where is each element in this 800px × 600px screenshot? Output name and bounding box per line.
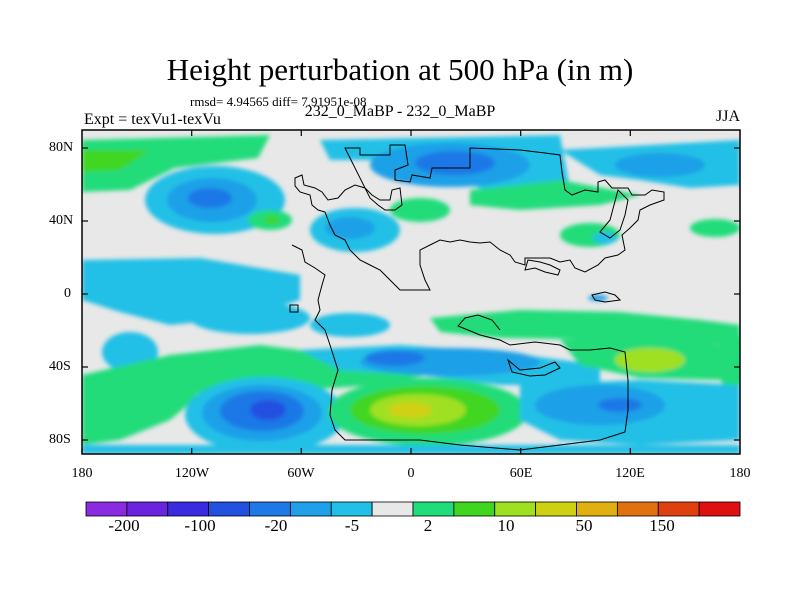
colorbar-label: -200: [108, 516, 140, 535]
colorbar-label: 150: [649, 516, 675, 535]
colorbar-swatch: [494, 501, 537, 517]
colorbar-label: 50: [575, 516, 593, 535]
lon-label-60w: 60W: [287, 466, 315, 481]
colorbar-label: 2: [423, 516, 433, 535]
lon-label-180e: 180: [729, 466, 751, 481]
lon-label-180w: 180: [71, 466, 93, 481]
colorbar-swatch: [412, 501, 455, 517]
lon-label-0: 0: [407, 466, 415, 481]
colorbar-swatch: [330, 501, 373, 517]
stats-text: rmsd= 4.94565 diff= 7.91951e-08: [190, 94, 367, 109]
case-label: 232_0_MaBP - 232_0_MaBP: [304, 103, 496, 120]
colorbar-swatch: [208, 501, 250, 517]
colorbar-swatch: [616, 501, 659, 517]
lat-label-0: 0: [64, 286, 71, 301]
season-label: JJA: [715, 108, 740, 125]
colorbar-swatch: [535, 501, 577, 517]
lon-ticks: [81, 130, 631, 454]
lat-label-80s: 80S: [49, 432, 71, 447]
colorbar-swatch: [657, 501, 700, 517]
lat-label-80n: 80N: [49, 140, 74, 155]
colorbar-label: 10: [497, 516, 515, 535]
continent-outlines: [289, 144, 665, 451]
lon-label-60e: 60E: [509, 466, 533, 481]
colorbar-swatch: [167, 501, 210, 517]
colorbar-swatch: [698, 501, 741, 517]
colorbar-label: -5: [344, 516, 360, 535]
colorbar-swatch: [249, 501, 291, 517]
colorbar-swatch: [371, 501, 414, 517]
contour-field: [82, 130, 740, 454]
lon-label-120w: 120W: [174, 466, 210, 481]
colorbar-swatch: [576, 501, 618, 517]
colorbar-swatch: [85, 501, 128, 517]
lon-label-120e: 120E: [615, 466, 645, 481]
colorbar-swatch: [453, 501, 496, 517]
colorbar-swatch: [126, 501, 169, 517]
lat-ticks: [82, 147, 740, 441]
colorbar-label: -100: [184, 516, 216, 535]
colorbar: [85, 501, 741, 517]
lat-label-40s: 40S: [49, 359, 71, 374]
colorbar-swatch: [289, 501, 332, 517]
colorbar-label: -20: [264, 516, 288, 535]
experiment-label: Expt = texVu1-texVu: [84, 111, 221, 128]
lat-label-40n: 40N: [49, 213, 74, 228]
map-title: Height perturbation at 500 hPa (in m): [166, 52, 634, 87]
